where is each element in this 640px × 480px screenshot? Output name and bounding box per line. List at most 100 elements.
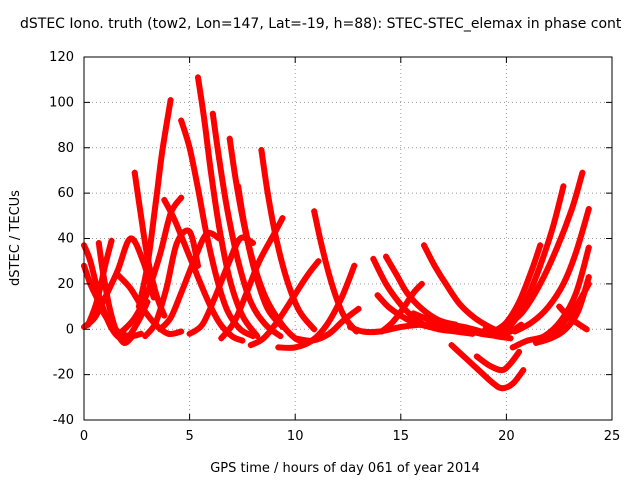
x-tick-label: 0 xyxy=(80,429,88,444)
series-point xyxy=(233,178,240,185)
series-point xyxy=(262,321,269,328)
series-point xyxy=(135,303,142,310)
series-point xyxy=(127,285,134,292)
series-line xyxy=(258,147,318,333)
series-point xyxy=(573,289,580,296)
series-point xyxy=(165,330,172,337)
series-line xyxy=(247,258,322,349)
series-point xyxy=(112,326,119,333)
series-point xyxy=(461,323,468,330)
series-point xyxy=(218,335,225,342)
series-point xyxy=(138,330,145,337)
series-point xyxy=(230,319,237,326)
y-tick-label: -40 xyxy=(53,413,74,428)
series-point xyxy=(260,335,267,342)
series-line xyxy=(178,117,256,340)
series-point xyxy=(129,333,136,340)
series-point xyxy=(142,333,149,340)
series-point xyxy=(564,312,571,319)
series-point xyxy=(520,308,527,315)
series-point xyxy=(190,258,197,265)
series-point xyxy=(524,337,531,344)
series-point xyxy=(224,262,231,269)
series-point xyxy=(573,249,580,256)
series-point xyxy=(583,326,590,333)
chart-title: dSTEC Iono. truth (tow2, Lon=147, Lat=-1… xyxy=(20,16,622,32)
series-point xyxy=(195,185,202,192)
series-point xyxy=(279,215,286,222)
series-point xyxy=(178,194,185,201)
series-point xyxy=(573,303,580,310)
series-point xyxy=(532,339,539,346)
series-point xyxy=(482,326,489,333)
series-point xyxy=(309,337,316,344)
series-point xyxy=(518,321,525,328)
series-point xyxy=(585,206,592,213)
series-point xyxy=(507,328,514,335)
series-point xyxy=(239,337,246,344)
series-point xyxy=(152,289,159,296)
series-point xyxy=(186,330,193,337)
series-point xyxy=(370,255,377,262)
series-point xyxy=(290,294,297,301)
series-point xyxy=(499,385,506,392)
series-point xyxy=(102,262,109,269)
series-point xyxy=(195,74,202,81)
series-point xyxy=(152,319,159,326)
series-point xyxy=(275,317,282,324)
series-point xyxy=(378,328,385,335)
series-point xyxy=(397,323,404,330)
series-point xyxy=(249,258,256,265)
series-point xyxy=(226,135,233,142)
series-point xyxy=(211,294,218,301)
series-point xyxy=(520,367,527,374)
series-point xyxy=(359,328,366,335)
series-point xyxy=(537,242,544,249)
series-point xyxy=(283,276,290,283)
series-point xyxy=(431,262,438,269)
series-point xyxy=(490,380,497,387)
series-point xyxy=(347,323,354,330)
series-line xyxy=(218,215,286,342)
series-point xyxy=(385,303,392,310)
y-tick-label: 100 xyxy=(49,95,74,110)
series-point xyxy=(271,230,278,237)
series-point xyxy=(448,342,455,349)
series-point xyxy=(509,380,516,387)
series-point xyxy=(163,285,170,292)
series-point xyxy=(85,321,92,328)
y-tick-label: 0 xyxy=(66,322,74,337)
series-point xyxy=(95,240,102,247)
series-point xyxy=(323,321,330,328)
series-point xyxy=(471,314,478,321)
series-point xyxy=(106,303,113,310)
series-point xyxy=(516,348,523,355)
series-point xyxy=(173,240,180,247)
series-point xyxy=(330,285,337,292)
series-point xyxy=(247,342,254,349)
series-point xyxy=(562,317,569,324)
series-point xyxy=(249,240,256,247)
series-point xyxy=(237,326,244,333)
series-line xyxy=(142,227,201,340)
series-point xyxy=(292,335,299,342)
series-point xyxy=(178,117,185,124)
series-point xyxy=(585,280,592,287)
series-point xyxy=(157,251,164,258)
series-line xyxy=(473,348,523,374)
series-point xyxy=(241,221,248,228)
series-point xyxy=(203,230,210,237)
y-tick-label: 60 xyxy=(57,186,74,201)
series-point xyxy=(311,208,318,215)
series-line xyxy=(556,303,590,333)
series-point xyxy=(224,308,231,315)
series-point xyxy=(560,183,567,190)
series-point xyxy=(161,312,168,319)
series-point xyxy=(209,110,216,117)
series-point xyxy=(456,301,463,308)
series-point xyxy=(178,289,185,296)
series-point xyxy=(277,333,284,340)
series-line xyxy=(85,237,115,328)
series-point xyxy=(131,169,138,176)
series-point xyxy=(537,262,544,269)
